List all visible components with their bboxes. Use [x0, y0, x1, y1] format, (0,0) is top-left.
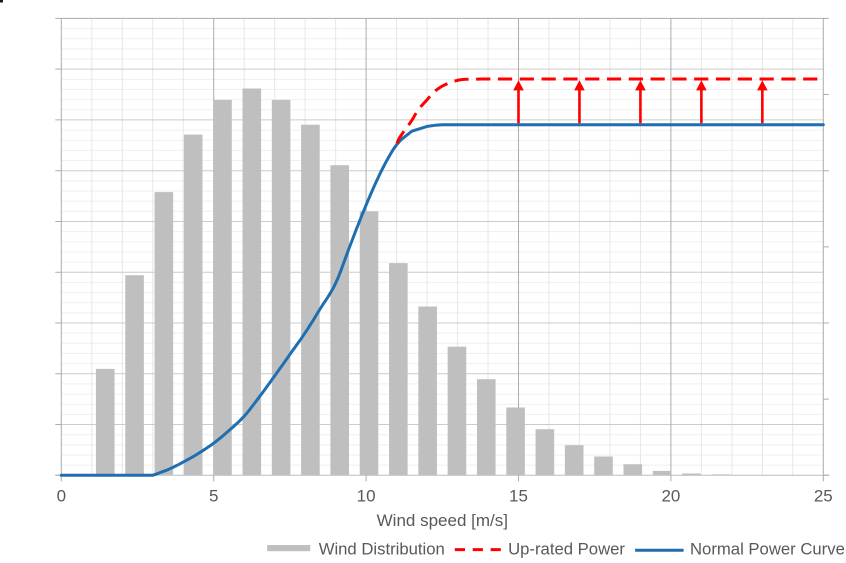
svg-text:20: 20 — [661, 487, 680, 506]
svg-text:10: 10 — [357, 487, 376, 506]
svg-text:5: 5 — [209, 487, 218, 506]
svg-text:Wind speed [m/s]: Wind speed [m/s] — [377, 511, 508, 530]
svg-text:25: 25 — [814, 487, 833, 506]
svg-text:Normal Power Curve: Normal Power Curve — [690, 540, 845, 559]
svg-text:15: 15 — [509, 487, 528, 506]
svg-text:Wind Distribution: Wind Distribution — [319, 540, 445, 559]
svg-text:Up-rated Power: Up-rated Power — [508, 540, 625, 559]
svg-text:0: 0 — [57, 487, 66, 506]
